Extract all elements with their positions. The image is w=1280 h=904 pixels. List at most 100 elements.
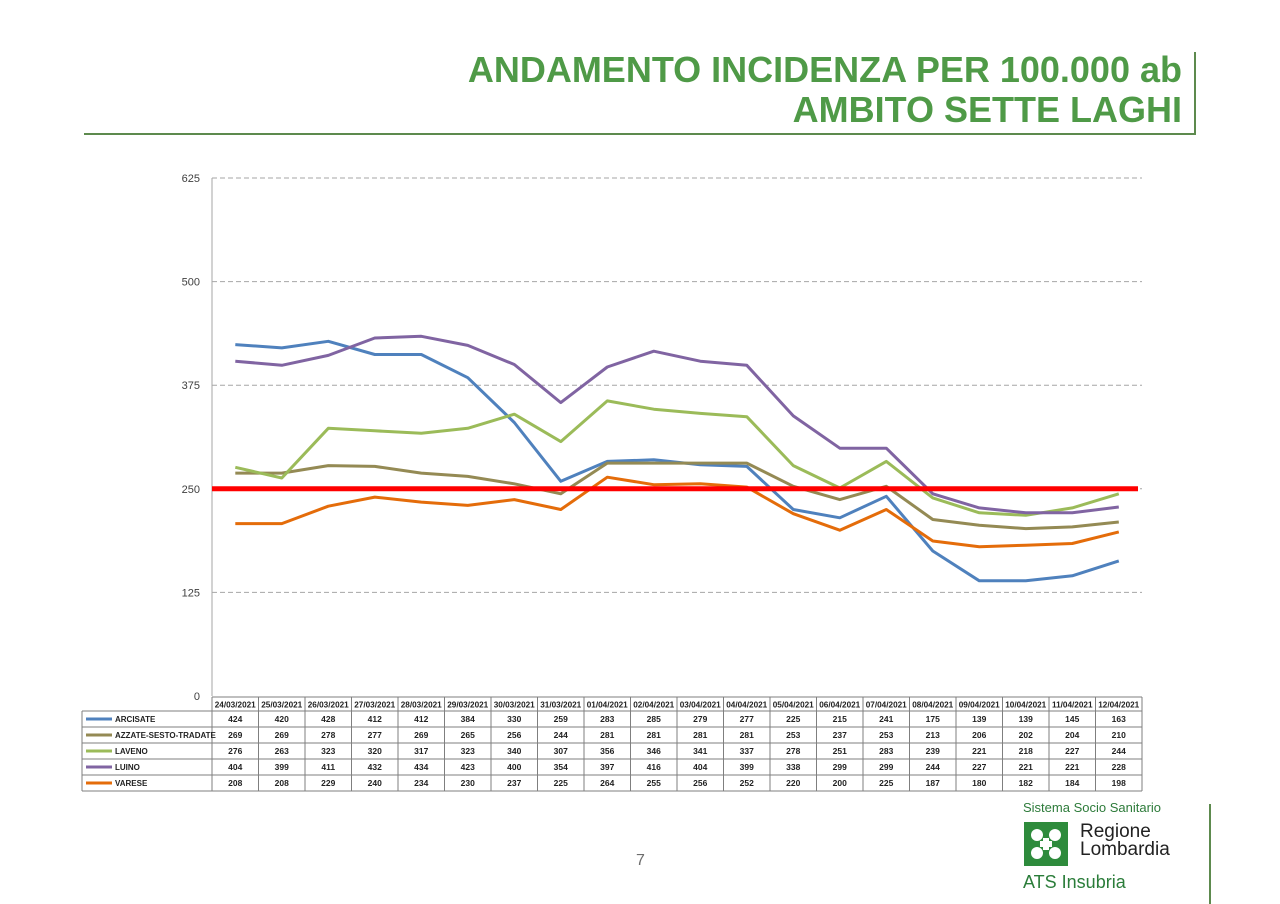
table-cell-value: 228 (1112, 762, 1126, 772)
table-cell-value: 323 (321, 746, 335, 756)
table-cell-value: 283 (879, 746, 893, 756)
table-header-date: 06/04/2021 (819, 701, 860, 710)
y-tick-label: 125 (182, 587, 200, 599)
title-divider (84, 133, 1196, 135)
table-cell-value: 416 (647, 762, 661, 772)
table-cell-value: 139 (972, 714, 986, 724)
table-cell-value: 229 (321, 778, 335, 788)
table-cell-value: 225 (786, 714, 800, 724)
table-cell-value: 265 (461, 730, 475, 740)
table-cell-value: 428 (321, 714, 335, 724)
table-cell-value: 198 (1112, 778, 1126, 788)
table-cell-value: 278 (321, 730, 335, 740)
table-header-date: 12/04/2021 (1098, 701, 1139, 710)
table-cell-value: 400 (507, 762, 521, 772)
series-line-arcisate (235, 339, 1120, 583)
table-cell-value: 139 (1019, 714, 1033, 724)
table-cell-value: 204 (1065, 730, 1079, 740)
table-cell-value: 269 (275, 730, 289, 740)
ats-insubria-logo: Sistema Socio Sanitario Regione Lombardi… (1014, 798, 1204, 898)
title-line-1: ANDAMENTO INCIDENZA PER 100.000 ab (467, 49, 1182, 90)
table-cell-value: 240 (368, 778, 382, 788)
table-cell-value: 338 (786, 762, 800, 772)
table-cell-value: 241 (879, 714, 893, 724)
table-header-date: 29/03/2021 (447, 701, 488, 710)
table-header-date: 11/04/2021 (1052, 701, 1093, 710)
table-cell-value: 432 (368, 762, 382, 772)
table-header-date: 03/04/2021 (680, 701, 721, 710)
table-cell-value: 356 (600, 746, 614, 756)
table-cell-value: 412 (414, 714, 428, 724)
table-cell-value: 330 (507, 714, 521, 724)
legend-label: VARESE (115, 779, 148, 788)
table-cell-value: 434 (414, 762, 428, 772)
table-cell-value: 210 (1112, 730, 1126, 740)
table-header-date: 04/04/2021 (726, 701, 767, 710)
logo-region-line-2: Lombardia (1080, 839, 1170, 860)
regione-lombardia-rose-icon (1024, 822, 1068, 866)
table-cell-value: 412 (368, 714, 382, 724)
legend-label: LUINO (115, 763, 140, 772)
table-header-date: 10/04/2021 (1005, 701, 1046, 710)
table-cell-value: 299 (833, 762, 847, 772)
y-tick-label: 375 (182, 380, 200, 392)
legend-label: LAVENO (115, 747, 148, 756)
table-header-date: 02/04/2021 (633, 701, 674, 710)
table-cell-value: 256 (693, 778, 707, 788)
table-cell-value: 317 (414, 746, 428, 756)
table-cell-value: 244 (926, 762, 940, 772)
table-header-date: 07/04/2021 (866, 701, 907, 710)
table-header-date: 30/03/2021 (494, 701, 535, 710)
y-tick-label: 500 (182, 277, 200, 289)
table-header-date: 08/04/2021 (912, 701, 953, 710)
table-cell-value: 215 (833, 714, 847, 724)
table-cell-value: 213 (926, 730, 940, 740)
table-cell-value: 411 (321, 762, 335, 772)
table-cell-value: 206 (972, 730, 986, 740)
table-cell-value: 404 (228, 762, 242, 772)
table-header-date: 31/03/2021 (540, 701, 581, 710)
series-line-azzate-sesto-tradate (235, 461, 1119, 531)
table-cell-value: 263 (275, 746, 289, 756)
table-cell-value: 285 (647, 714, 661, 724)
table-cell-value: 255 (647, 778, 661, 788)
page-title: ANDAMENTO INCIDENZA PER 100.000 ab AMBIT… (468, 50, 1182, 130)
table-cell-value: 163 (1112, 714, 1126, 724)
table-cell-value: 187 (926, 778, 940, 788)
table-header-date: 26/03/2021 (308, 701, 349, 710)
footer-divider-vertical (1209, 804, 1211, 904)
table-cell-value: 202 (1019, 730, 1033, 740)
table-cell-value: 337 (740, 746, 754, 756)
table-cell-value: 277 (368, 730, 382, 740)
logo-region-text: Regione Lombardia (1080, 821, 1170, 860)
table-cell-value: 259 (554, 714, 568, 724)
logo-ats-text: ATS Insubria (1023, 872, 1126, 892)
table-cell-value: 252 (740, 778, 754, 788)
table-header-date: 25/03/2021 (261, 701, 302, 710)
table-cell-value: 145 (1065, 714, 1079, 724)
table-cell-value: 230 (461, 778, 475, 788)
table-header-date: 01/04/2021 (587, 701, 628, 710)
table-header-date: 27/03/2021 (354, 701, 395, 710)
table-cell-value: 404 (693, 762, 707, 772)
table-cell-value: 281 (600, 730, 614, 740)
table-cell-value: 237 (507, 778, 521, 788)
y-tick-label: 250 (182, 484, 200, 496)
table-cell-value: 180 (972, 778, 986, 788)
table-cell-value: 276 (228, 746, 242, 756)
table-cell-value: 341 (693, 746, 707, 756)
table-cell-value: 264 (600, 778, 614, 788)
table-header-date: 09/04/2021 (959, 701, 1000, 710)
logo-region-line-1: Regione (1080, 821, 1151, 842)
table-cell-value: 208 (275, 778, 289, 788)
table-header-date: 05/04/2021 (773, 701, 814, 710)
table-cell-value: 225 (879, 778, 893, 788)
table-cell-value: 218 (1019, 746, 1033, 756)
table-cell-value: 256 (507, 730, 521, 740)
table-cell-value: 200 (833, 778, 847, 788)
legend-label: ARCISATE (115, 715, 156, 724)
table-cell-value: 225 (554, 778, 568, 788)
table-cell-value: 251 (833, 746, 847, 756)
series-line-varese (235, 475, 1120, 549)
